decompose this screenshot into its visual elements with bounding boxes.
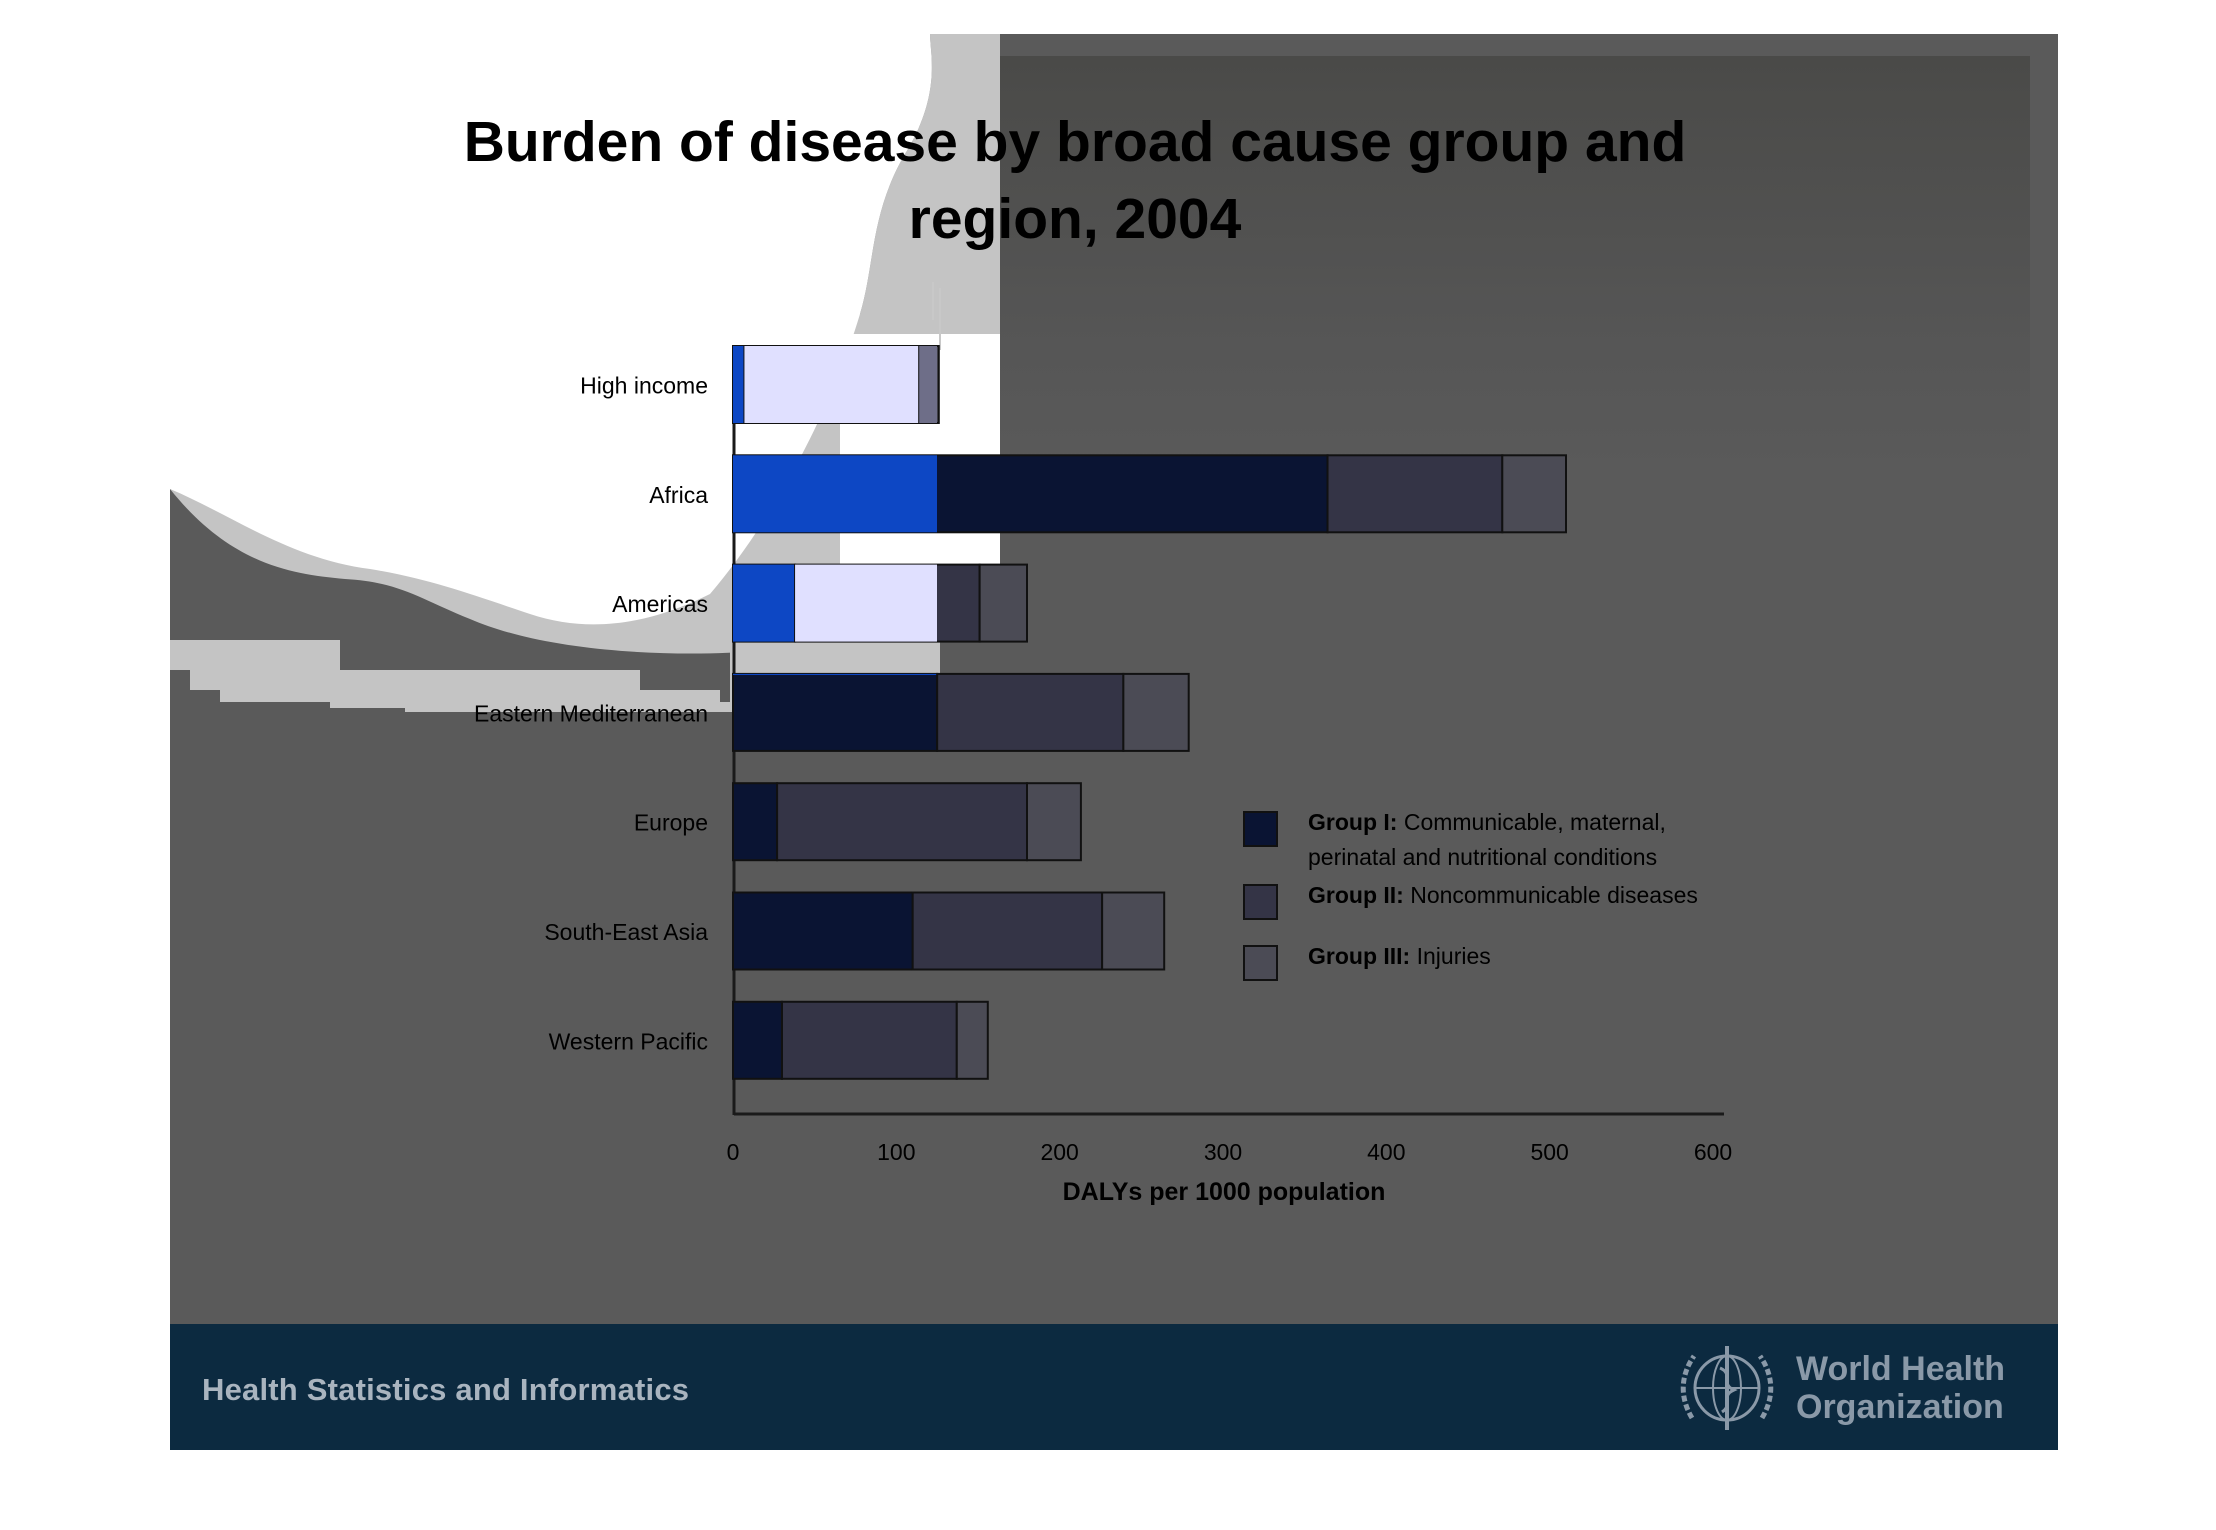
legend-label-bold: Group I:	[1308, 809, 1397, 835]
x-tick-labels: 0 100 200 300 400 500 600	[727, 1139, 1733, 1165]
x-tick-label: 200	[1040, 1139, 1078, 1165]
step-line	[170, 640, 340, 670]
bar-highlight-1-africa	[733, 455, 937, 533]
legend-label-group-1-line2: perinatal and nutritional conditions	[1308, 844, 1657, 870]
x-axis-label: DALYs per 1000 population	[1063, 1178, 1386, 1206]
bar-highlight-1-americas	[733, 564, 796, 642]
bar-2-south-east-asia	[911, 891, 1104, 971]
category-label: Africa	[649, 482, 708, 508]
who-name-line2: Organization	[1796, 1388, 2004, 1426]
bar-1-eastern-mediterranean	[732, 672, 939, 752]
legend-label-bold: Group II:	[1308, 882, 1404, 908]
bar-3-europe	[1026, 782, 1082, 862]
bar-highlight-3-high-income	[919, 346, 937, 423]
legend-swatch-group-1	[1243, 811, 1278, 847]
legend-label-bold: Group III:	[1308, 943, 1410, 969]
step-line	[220, 690, 720, 702]
footer-text: Health Statistics and Informatics	[202, 1372, 690, 1407]
legend: Group I: Communicable, maternal, perinata…	[1243, 809, 1698, 981]
category-label: South-East Asia	[544, 919, 708, 945]
who-name-line1: World Health	[1796, 1350, 2006, 1388]
bar-3-south-east-asia	[1101, 891, 1166, 971]
bar-3-africa	[1501, 454, 1568, 534]
step-line	[405, 708, 850, 712]
bar-2-eastern-mediterranean	[936, 672, 1125, 752]
x-tick-label: 100	[877, 1139, 915, 1165]
bar-3-americas	[978, 563, 1029, 643]
step-line	[190, 670, 640, 690]
step-line	[330, 702, 850, 708]
category-label: Europe	[634, 810, 708, 836]
legend-label-group-1: Group I: Communicable, maternal,	[1308, 809, 1666, 835]
chart-title-line2: region, 2004	[908, 187, 1242, 251]
legend-label-group-3: Group III: Injuries	[1308, 943, 1491, 969]
bar-1-western-pacific	[732, 1000, 783, 1080]
bar-highlight-1-eastern-mediterranean	[733, 673, 937, 675]
legend-label-text: Noncommunicable diseases	[1404, 882, 1698, 908]
category-labels: High income Africa Americas Eastern Mediter…	[474, 373, 708, 1055]
legend-label-text: Communicable, maternal,	[1397, 809, 1665, 835]
bar-2-europe	[776, 782, 1028, 862]
who-name: World Health Organization	[1796, 1350, 2005, 1426]
who-emblem-icon	[1680, 1346, 1774, 1430]
legend-label-group-2: Group II: Noncommunicable diseases	[1308, 882, 1698, 908]
who-logo: World Health Organization	[1672, 1338, 2012, 1438]
bar-1-europe	[732, 782, 779, 862]
legend-swatch-group-3	[1243, 945, 1278, 981]
category-label: Western Pacific	[549, 1028, 708, 1054]
slide-background: Health Statistics and Informatics World …	[170, 34, 2058, 1450]
footer-bar: Health Statistics and Informatics World …	[170, 1324, 2058, 1450]
chart-title: Burden of disease by broad cause group a…	[0, 104, 2150, 258]
slide-dark-panel	[990, 56, 2030, 476]
x-tick-label: 0	[727, 1139, 740, 1165]
bar-1-south-east-asia	[732, 891, 914, 971]
x-tick-label: 600	[1694, 1139, 1732, 1165]
category-label: Eastern Mediterranean	[474, 700, 708, 726]
bar-highlight-2-americas	[795, 564, 937, 642]
legend-swatch-group-2	[1243, 884, 1278, 920]
bar-highlight-2-high-income	[744, 346, 920, 423]
bar-3-western-pacific	[955, 1000, 989, 1080]
bar-highlight-1-high-income	[733, 346, 745, 423]
x-tick-label: 300	[1204, 1139, 1242, 1165]
chart-title-line1: Burden of disease by broad cause group a…	[463, 110, 1687, 174]
bars-group	[732, 345, 1568, 1080]
category-label: High income	[580, 373, 708, 399]
x-tick-label: 500	[1530, 1139, 1568, 1165]
bar-3-eastern-mediterranean	[1122, 672, 1190, 752]
category-label: Americas	[612, 591, 708, 617]
bar-2-western-pacific	[781, 1000, 958, 1080]
bar-2-africa	[1326, 454, 1504, 534]
legend-label-text: Injuries	[1410, 943, 1491, 969]
x-tick-label: 400	[1367, 1139, 1405, 1165]
